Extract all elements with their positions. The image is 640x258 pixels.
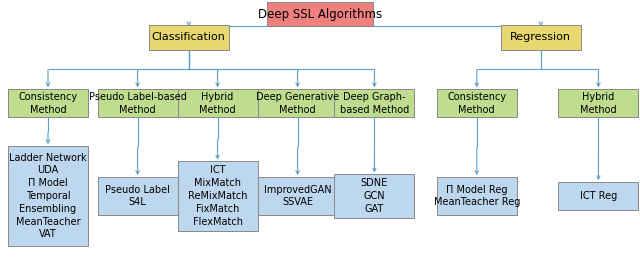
- Text: Deep Generative
Method: Deep Generative Method: [256, 92, 339, 115]
- FancyBboxPatch shape: [97, 177, 177, 215]
- Text: Pseudo Label-based
Method: Pseudo Label-based Method: [89, 92, 186, 115]
- FancyBboxPatch shape: [148, 25, 229, 50]
- Text: Deep Graph-
based Method: Deep Graph- based Method: [340, 92, 409, 115]
- Text: Classification: Classification: [152, 33, 226, 42]
- Text: Deep SSL Algorithms: Deep SSL Algorithms: [258, 8, 382, 21]
- Text: Hybrid
Method: Hybrid Method: [199, 92, 236, 115]
- Text: Regression: Regression: [510, 33, 572, 42]
- FancyBboxPatch shape: [8, 89, 88, 117]
- Text: Hybrid
Method: Hybrid Method: [580, 92, 617, 115]
- FancyBboxPatch shape: [258, 177, 338, 215]
- FancyBboxPatch shape: [334, 89, 415, 117]
- FancyBboxPatch shape: [268, 2, 372, 27]
- FancyBboxPatch shape: [258, 89, 338, 117]
- Text: Consistency
Method: Consistency Method: [447, 92, 506, 115]
- Text: ImprovedGAN
SSVAE: ImprovedGAN SSVAE: [264, 185, 332, 207]
- Text: Ladder Network
UDA
Π Model
Temporal
Ensembling
MeanTeacher
VAT: Ladder Network UDA Π Model Temporal Ense…: [9, 153, 87, 239]
- Text: ICT Reg: ICT Reg: [580, 191, 617, 201]
- Text: Pseudo Label
S4L: Pseudo Label S4L: [105, 185, 170, 207]
- FancyBboxPatch shape: [8, 146, 88, 246]
- FancyBboxPatch shape: [97, 89, 177, 117]
- FancyBboxPatch shape: [437, 177, 517, 215]
- FancyBboxPatch shape: [334, 174, 415, 218]
- Text: Π Model Reg
MeanTeacher Reg: Π Model Reg MeanTeacher Reg: [434, 185, 520, 207]
- FancyBboxPatch shape: [178, 161, 258, 231]
- FancyBboxPatch shape: [559, 89, 639, 117]
- Text: SDNE
GCN
GAT: SDNE GCN GAT: [361, 178, 388, 214]
- Text: ICT
MixMatch
ReMixMatch
FixMatch
FlexMatch: ICT MixMatch ReMixMatch FixMatch FlexMat…: [188, 165, 247, 227]
- Text: Consistency
Method: Consistency Method: [19, 92, 77, 115]
- FancyBboxPatch shape: [178, 89, 258, 117]
- FancyBboxPatch shape: [437, 89, 517, 117]
- FancyBboxPatch shape: [559, 182, 639, 210]
- FancyBboxPatch shape: [500, 25, 581, 50]
